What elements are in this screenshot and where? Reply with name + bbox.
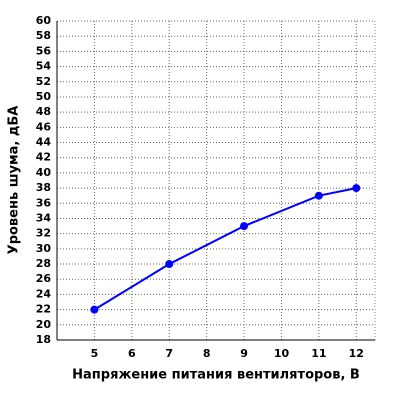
point xyxy=(352,184,361,193)
y-tick-label: 28 xyxy=(36,257,51,270)
y-tick-label: 40 xyxy=(36,166,52,179)
x-tick-label: 6 xyxy=(128,347,136,360)
y-tick-label: 60 xyxy=(36,14,52,27)
x-tick-label: 12 xyxy=(349,347,364,360)
point xyxy=(165,260,174,269)
y-tick-label: 34 xyxy=(36,211,52,224)
x-tick-label: 5 xyxy=(91,347,99,360)
y-tick-label: 30 xyxy=(36,242,52,255)
x-tick-label: 11 xyxy=(311,347,326,360)
y-tick-label: 22 xyxy=(36,303,51,316)
x-tick-label: 9 xyxy=(240,347,248,360)
y-tick-label: 56 xyxy=(36,44,52,57)
y-tick-label: 42 xyxy=(36,151,51,164)
x-tick-label: 10 xyxy=(274,347,290,360)
y-tick-label: 36 xyxy=(36,196,52,209)
y-tick-label: 54 xyxy=(36,60,52,73)
y-tick-label: 58 xyxy=(36,29,51,42)
y-tick-label: 32 xyxy=(36,227,51,240)
y-tick-label: 46 xyxy=(36,120,52,133)
x-tick-label: 7 xyxy=(165,347,173,360)
y-tick-label: 26 xyxy=(36,272,52,285)
x-tick-label: 8 xyxy=(203,347,211,360)
y-tick-label: 52 xyxy=(36,75,51,88)
point xyxy=(240,222,249,231)
point xyxy=(314,191,323,200)
y-tick-label: 20 xyxy=(36,318,52,331)
y-tick-label: 44 xyxy=(36,136,52,149)
y-tick-label: 24 xyxy=(36,287,52,300)
y-tick-label: 48 xyxy=(36,105,51,118)
y-tick-label: 18 xyxy=(36,333,51,346)
plot-area xyxy=(56,20,376,341)
x-axis-title: Напряжение питания вентиляторов, В xyxy=(72,368,360,383)
y-tick-label: 50 xyxy=(36,90,52,103)
y-axis-title: Уровень шума, дБА xyxy=(7,106,22,255)
y-tick-label: 38 xyxy=(36,181,51,194)
point xyxy=(90,305,99,314)
